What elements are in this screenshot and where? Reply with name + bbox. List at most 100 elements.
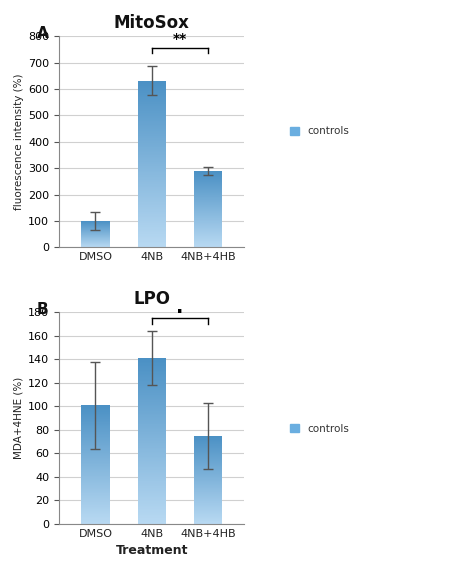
Bar — [137, 81, 166, 82]
Bar — [137, 223, 166, 224]
Bar — [137, 168, 166, 169]
Bar — [137, 231, 166, 232]
Bar — [137, 521, 166, 522]
Bar — [137, 109, 166, 110]
Bar — [137, 216, 166, 218]
Bar — [82, 447, 109, 448]
Bar — [82, 477, 109, 478]
Bar — [137, 108, 166, 109]
Bar — [137, 395, 166, 396]
Bar — [137, 174, 166, 175]
Bar — [137, 486, 166, 487]
Text: A: A — [36, 26, 48, 41]
Bar — [82, 434, 109, 435]
Bar — [137, 437, 166, 439]
Bar — [137, 211, 166, 212]
Bar — [137, 160, 166, 162]
Bar — [137, 359, 166, 360]
Bar — [137, 369, 166, 370]
Bar — [137, 432, 166, 433]
Bar — [137, 505, 166, 506]
Bar — [137, 104, 166, 105]
Bar — [137, 492, 166, 493]
Bar — [82, 504, 109, 505]
Text: B: B — [36, 302, 48, 317]
Bar — [137, 499, 166, 500]
Bar — [137, 441, 166, 442]
Bar — [137, 183, 166, 184]
Bar — [82, 456, 109, 457]
Bar — [82, 446, 109, 447]
Bar — [137, 501, 166, 502]
Bar — [137, 204, 166, 205]
Bar — [137, 365, 166, 367]
Bar — [137, 496, 166, 497]
Bar — [137, 517, 166, 518]
Bar — [137, 133, 166, 134]
Bar — [82, 468, 109, 469]
Bar — [137, 139, 166, 140]
Legend: controls: controls — [291, 424, 349, 433]
Bar — [137, 191, 166, 192]
Bar — [137, 239, 166, 240]
Bar — [82, 492, 109, 493]
Bar — [137, 498, 166, 499]
Bar — [137, 463, 166, 464]
Bar — [137, 507, 166, 508]
Bar — [137, 136, 166, 138]
Bar — [82, 457, 109, 458]
Bar — [137, 448, 166, 449]
Bar — [137, 153, 166, 154]
Bar — [137, 149, 166, 150]
Bar — [137, 119, 166, 120]
Bar — [82, 463, 109, 464]
Bar — [82, 472, 109, 473]
Bar — [137, 128, 166, 129]
Bar — [137, 423, 166, 424]
Bar — [137, 169, 166, 170]
Bar — [82, 410, 109, 411]
Bar — [82, 422, 109, 423]
Bar — [137, 430, 166, 431]
Bar — [82, 471, 109, 472]
Bar — [137, 455, 166, 456]
Bar — [137, 425, 166, 426]
Bar — [82, 432, 109, 433]
Bar — [137, 399, 166, 400]
Bar — [137, 474, 166, 475]
Bar — [137, 379, 166, 380]
Bar — [137, 227, 166, 228]
Bar — [137, 408, 166, 409]
Bar — [137, 476, 166, 477]
Bar — [137, 150, 166, 151]
Bar — [137, 457, 166, 459]
Bar — [137, 83, 166, 84]
Bar — [137, 89, 166, 90]
Bar — [137, 361, 166, 363]
Bar — [137, 178, 166, 179]
Bar — [137, 518, 166, 520]
Bar — [137, 464, 166, 465]
Bar — [137, 407, 166, 408]
Bar — [82, 485, 109, 486]
Bar — [82, 461, 109, 462]
Bar — [82, 409, 109, 410]
Bar — [137, 427, 166, 428]
Bar — [137, 400, 166, 401]
Bar — [137, 456, 166, 457]
Bar — [137, 209, 166, 210]
Bar — [137, 129, 166, 130]
Bar — [82, 415, 109, 416]
Bar — [137, 125, 166, 126]
Bar — [137, 460, 166, 461]
Bar — [137, 219, 166, 220]
Bar — [82, 511, 109, 512]
Bar — [82, 519, 109, 520]
Bar — [137, 469, 166, 470]
Bar — [137, 392, 166, 393]
Bar — [137, 447, 166, 448]
Bar — [137, 484, 166, 485]
Bar — [137, 522, 166, 523]
Bar — [137, 95, 166, 96]
Bar — [137, 97, 166, 98]
